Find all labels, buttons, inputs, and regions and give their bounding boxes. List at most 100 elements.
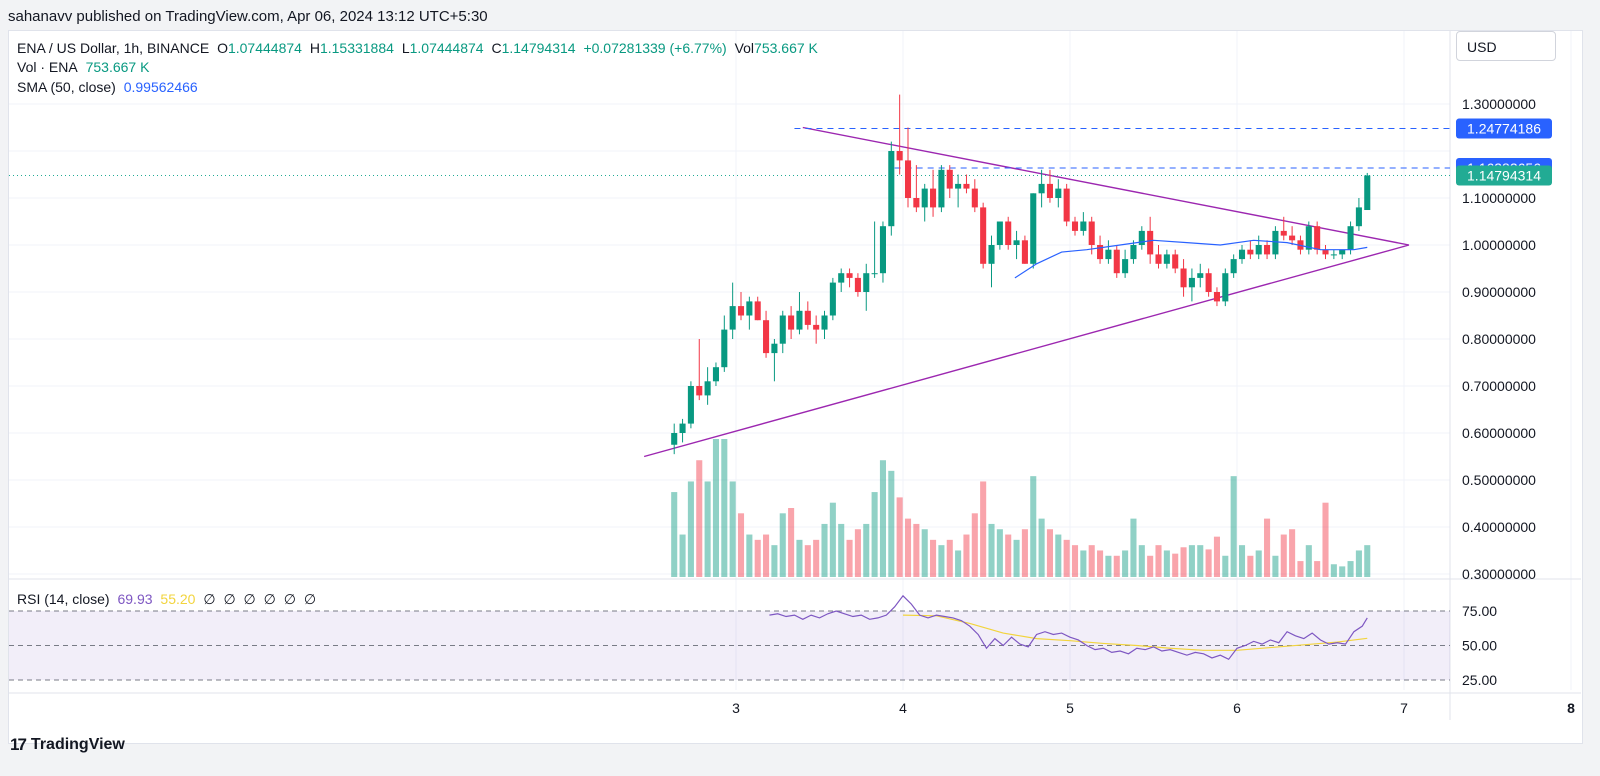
close-value: 1.14794314	[501, 40, 576, 56]
volume-series-label[interactable]: Vol · ENA	[17, 59, 78, 75]
candle-body	[813, 324, 820, 330]
candle-body	[1222, 273, 1229, 302]
candle-body	[1364, 175, 1371, 211]
candle-body	[1113, 249, 1120, 274]
currency-button[interactable]: USD	[1456, 31, 1556, 61]
candle-body	[1105, 249, 1112, 260]
tradingview-logo-icon: 17	[10, 735, 27, 754]
candle-body	[1005, 221, 1012, 245]
candle-body	[1038, 183, 1045, 194]
candle-body	[1080, 221, 1087, 231]
price-tag-bg	[1456, 165, 1552, 186]
volume-bar	[896, 497, 903, 577]
candle-body	[771, 343, 778, 354]
volume-bar	[921, 529, 928, 577]
volume-bar	[1122, 550, 1129, 577]
chart-frame	[8, 30, 1583, 744]
candle-body	[1147, 230, 1154, 255]
volume-bar	[963, 534, 970, 577]
volume-bar	[904, 518, 912, 577]
candle-body	[1088, 221, 1095, 245]
sma-label[interactable]: SMA (50, close)	[17, 79, 116, 95]
volume-bar	[1088, 545, 1095, 577]
empty-value-1: ∅	[203, 591, 216, 607]
volume-bar	[1113, 555, 1120, 577]
candle-body	[1305, 226, 1312, 250]
candle-body	[1013, 240, 1020, 245]
candle-body	[788, 315, 795, 330]
candle-body	[1272, 230, 1279, 255]
candle-body	[930, 188, 937, 208]
empty-value-2: ∅	[223, 591, 236, 607]
volume-bar	[1347, 561, 1354, 577]
volume-bar	[1147, 555, 1154, 577]
candle-body	[963, 183, 970, 189]
candle-body	[1280, 230, 1287, 236]
empty-value-5: ∅	[283, 591, 296, 607]
candle-body	[1030, 193, 1037, 264]
volume-bar	[854, 529, 861, 577]
volume-bar	[1105, 555, 1112, 577]
candle-body	[1071, 221, 1079, 231]
candle-body	[1155, 254, 1162, 264]
candle-body	[1097, 245, 1104, 260]
volume-bar	[696, 460, 703, 577]
candle-body	[1289, 235, 1296, 241]
volume-bar	[746, 534, 753, 577]
candle-body	[821, 315, 828, 330]
change-value: +0.07281339 (+6.77%)	[583, 40, 727, 56]
candle-body	[888, 151, 895, 227]
volume-bar	[1038, 518, 1045, 577]
volume-bar	[938, 545, 945, 577]
volume-bar	[1330, 564, 1337, 577]
triangle-trendlines	[643, 126, 1410, 458]
tradingview-brand[interactable]: 17 TradingView	[10, 735, 125, 755]
rsi-label[interactable]: RSI (14, close)	[17, 591, 110, 607]
volume-bar	[763, 534, 770, 577]
candle-body	[904, 160, 912, 198]
price-tick-label: 0.40000000	[1462, 519, 1536, 535]
candle-body	[921, 188, 928, 208]
time-tick-label: 5	[1066, 700, 1074, 716]
volume-bar	[846, 539, 853, 577]
price-tick-label: 0.70000000	[1462, 378, 1536, 394]
time-tick-label: 7	[1400, 700, 1408, 716]
candle-body	[1063, 188, 1070, 222]
rsi-ma-value: 55.20	[160, 591, 196, 607]
volume-bar	[838, 523, 845, 577]
volume-bar	[1297, 561, 1304, 577]
rsi-pane	[9, 594, 1450, 681]
price-tick-label: 1.10000000	[1462, 190, 1536, 206]
volume-bar	[888, 470, 895, 577]
time-tick-label: 8	[1567, 700, 1575, 716]
candle-body	[988, 245, 995, 264]
candle-body	[1197, 273, 1204, 278]
candle-body	[1021, 240, 1028, 264]
volume-bar	[980, 481, 987, 577]
volume-bar	[1030, 476, 1037, 577]
candle-body	[712, 367, 719, 382]
candle-body	[1122, 259, 1129, 274]
candle-body	[1355, 207, 1362, 227]
legend-volume: Vol · ENA 753.667 K	[17, 59, 153, 75]
candle-body	[846, 273, 853, 278]
rsi-tick-label: 75.00	[1462, 603, 1497, 619]
candle-body	[704, 381, 711, 396]
candle-body	[838, 273, 845, 283]
rsi-ma-line	[902, 614, 1368, 651]
sma-line-path	[1014, 239, 1368, 279]
open-label: O	[217, 40, 228, 56]
legend-main: ENA / US Dollar, 1h, BINANCE O1.07444874…	[17, 40, 822, 56]
volume-bar	[1230, 476, 1237, 577]
candle-body	[955, 183, 962, 189]
time-tick-label: 3	[732, 700, 740, 716]
candle-body	[1255, 245, 1262, 255]
legend-rsi: RSI (14, close) 69.93 55.20 ∅ ∅ ∅ ∅ ∅ ∅	[17, 591, 320, 608]
candle-body	[1247, 249, 1254, 255]
symbol-title[interactable]: ENA / US Dollar, 1h, BINANCE	[17, 40, 210, 56]
volume-bar	[1255, 550, 1262, 577]
volume-bar	[1163, 550, 1170, 577]
volume-bar	[1322, 502, 1329, 577]
